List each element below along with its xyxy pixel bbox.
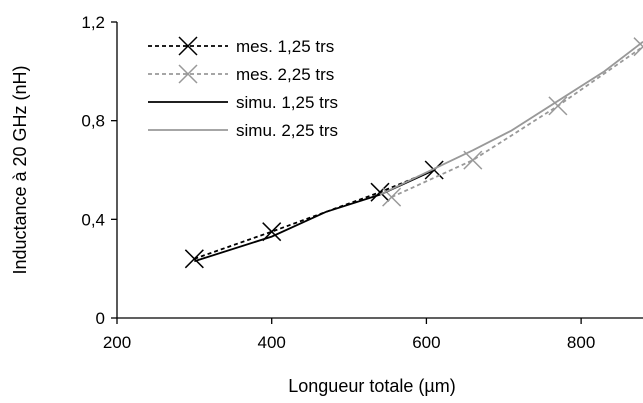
y-axis-title: Inductance à 20 GHz (nH) bbox=[10, 65, 30, 274]
x-marker-stroke bbox=[370, 182, 390, 202]
legend-label: mes. 2,25 trs bbox=[236, 65, 334, 84]
legend-item-0: mes. 1,25 trs bbox=[148, 36, 334, 56]
y-tick-label: 1,2 bbox=[81, 13, 105, 32]
x-tick-label: 600 bbox=[412, 333, 440, 352]
data-point-marker bbox=[370, 182, 390, 202]
x-tick-label: 200 bbox=[103, 333, 131, 352]
x-marker-stroke bbox=[178, 36, 198, 56]
y-tick-label: 0,4 bbox=[81, 210, 105, 229]
legend-marker bbox=[178, 36, 198, 56]
x-marker-stroke bbox=[184, 249, 204, 269]
data-point-marker bbox=[184, 249, 204, 269]
legend-label: simu. 2,25 trs bbox=[236, 121, 338, 140]
x-marker-stroke bbox=[633, 37, 643, 48]
x-marker-stroke bbox=[463, 150, 483, 170]
x-marker-stroke bbox=[178, 64, 198, 84]
x-tick-label: 800 bbox=[567, 333, 595, 352]
x-tick-label: 400 bbox=[258, 333, 286, 352]
series-line-0 bbox=[194, 169, 435, 260]
legend-label: simu. 1,25 trs bbox=[236, 93, 338, 112]
legend-label: mes. 1,25 trs bbox=[236, 37, 334, 56]
series-line-1 bbox=[391, 45, 643, 198]
legend-item-3: simu. 2,25 trs bbox=[148, 121, 338, 140]
legend-item-1: mes. 2,25 trs bbox=[148, 64, 334, 84]
x-axis-title: Longueur totale (µm) bbox=[288, 376, 455, 396]
legend-item-2: simu. 1,25 trs bbox=[148, 93, 338, 112]
y-tick-label: 0,8 bbox=[81, 112, 105, 131]
legend-marker bbox=[178, 64, 198, 84]
x-marker-stroke bbox=[548, 96, 568, 116]
x-marker-stroke bbox=[633, 45, 643, 57]
data-point-marker bbox=[633, 37, 643, 57]
y-tick-label: 0 bbox=[96, 309, 105, 328]
x-marker-stroke bbox=[382, 187, 402, 207]
series-line-3 bbox=[379, 41, 643, 196]
data-point-marker bbox=[548, 96, 568, 116]
